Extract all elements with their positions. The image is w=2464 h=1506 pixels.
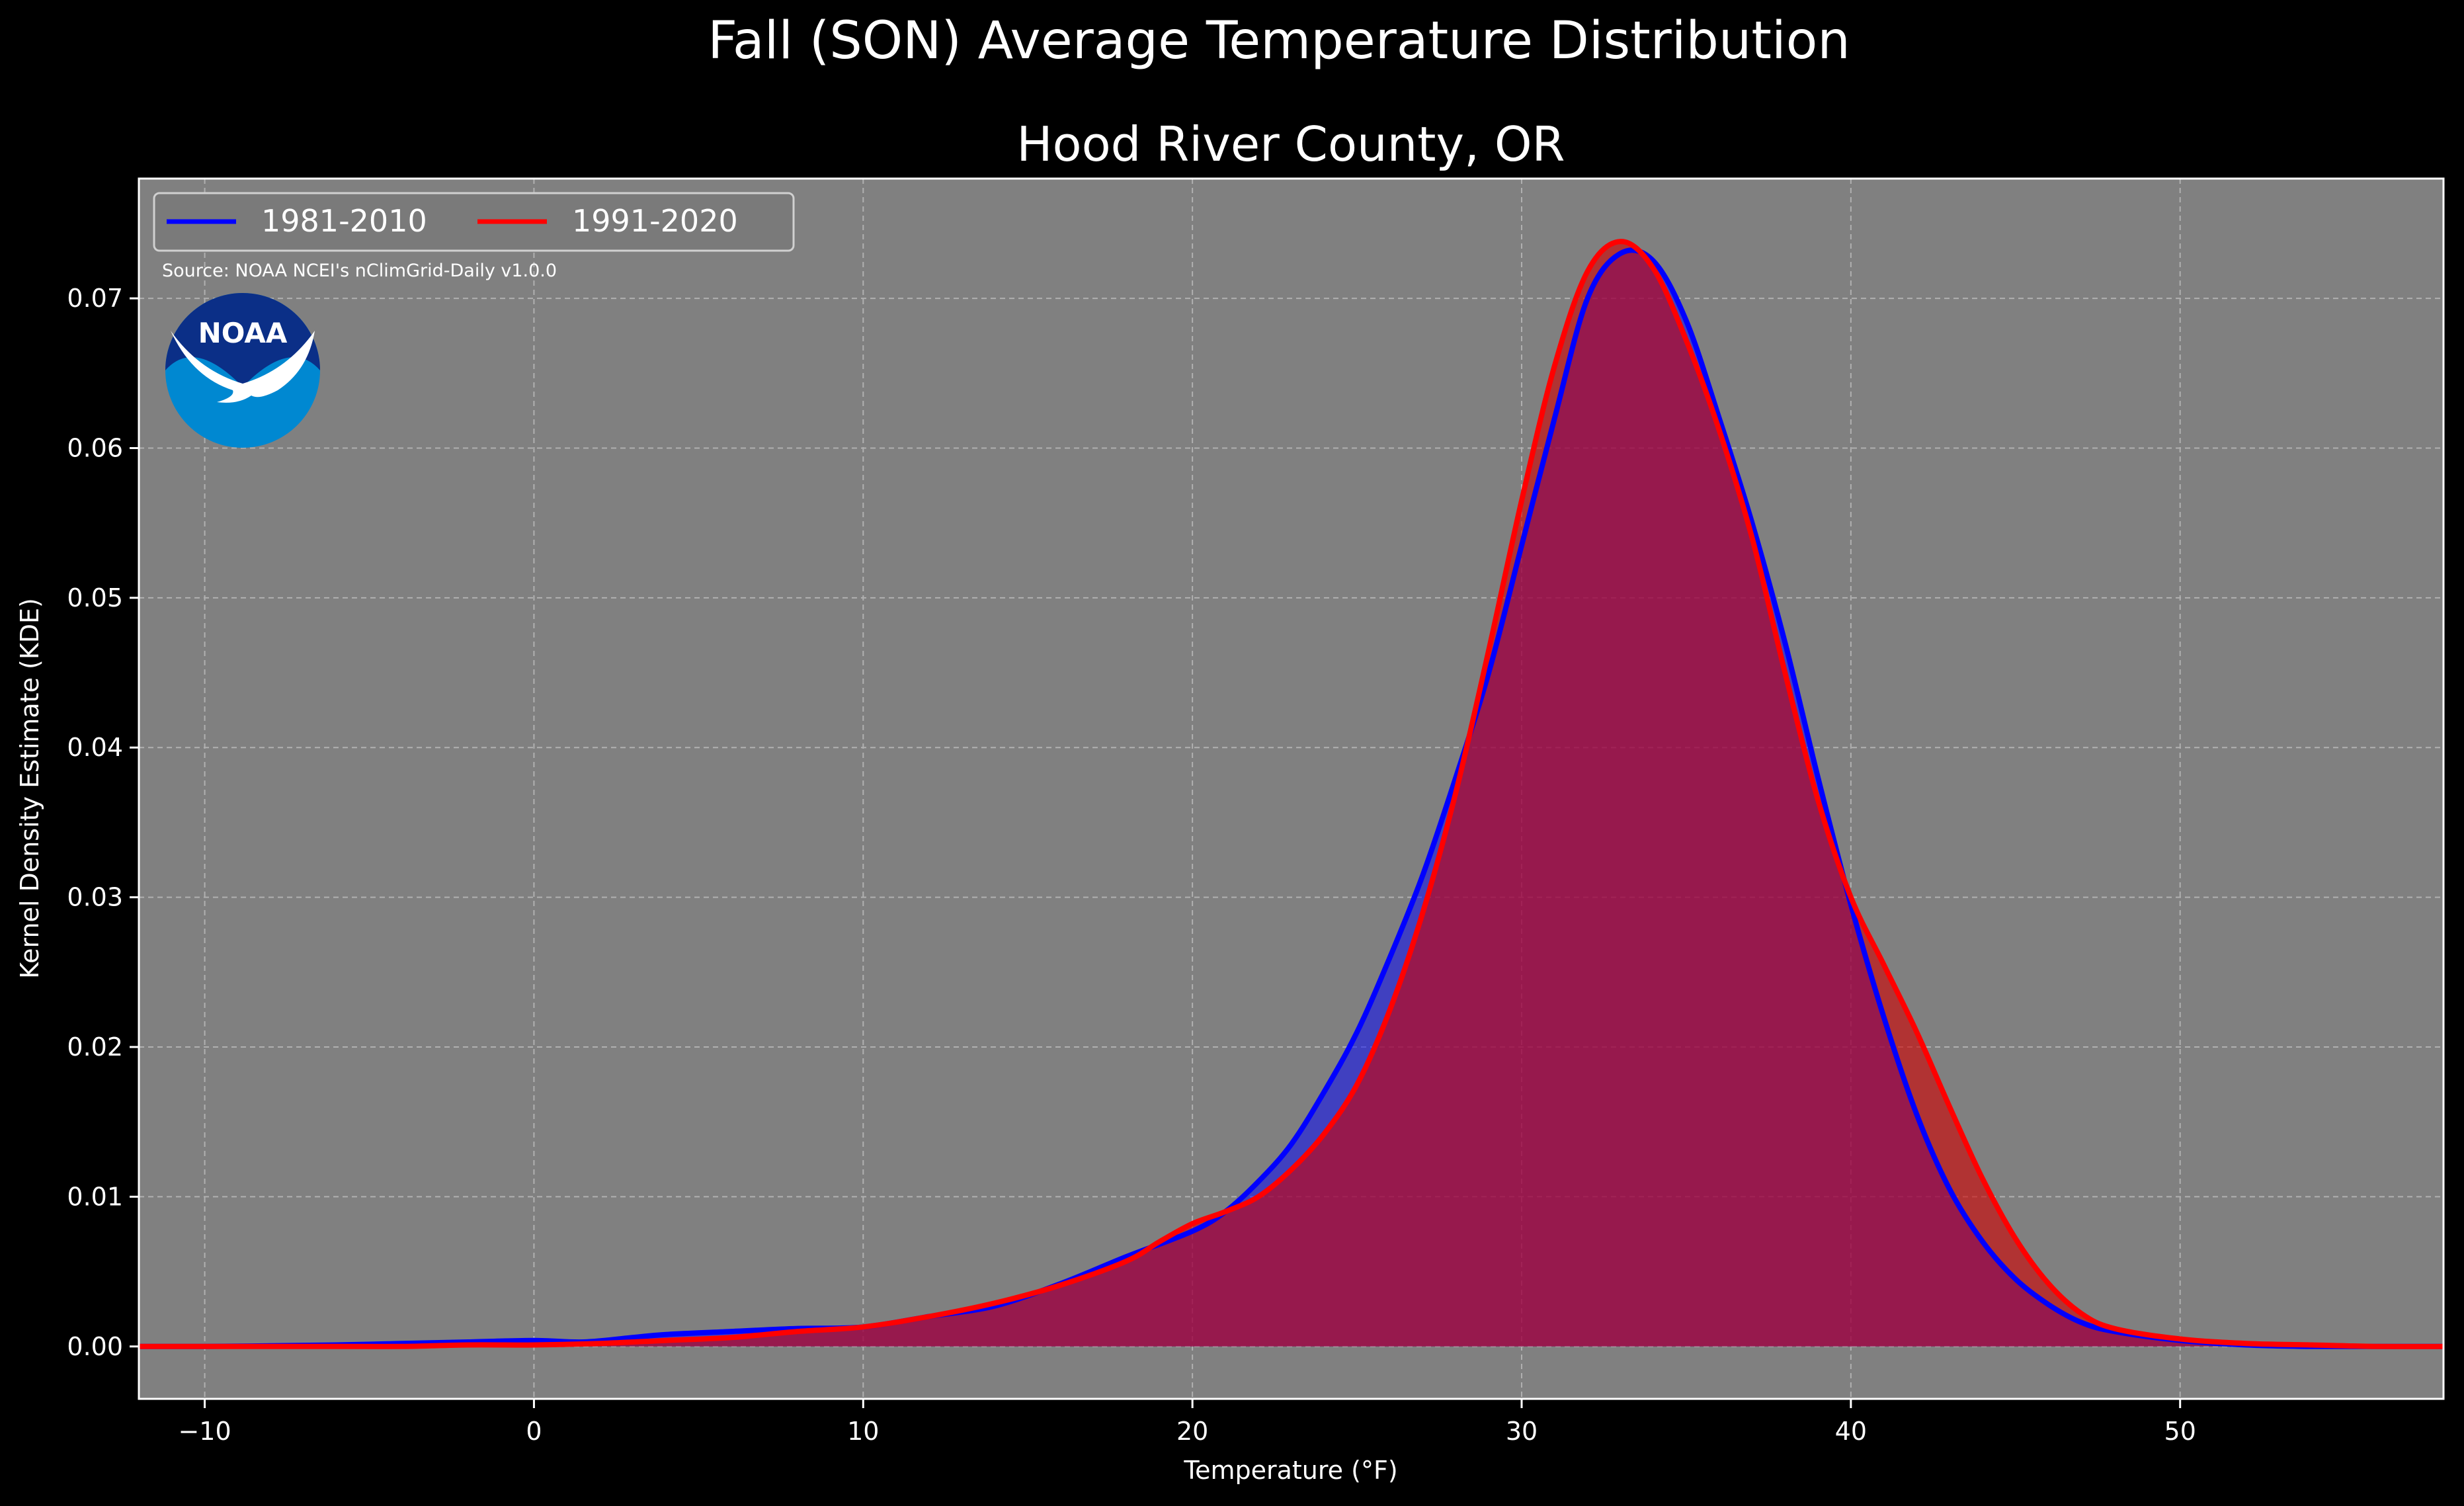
x-tick-label: 10	[847, 1417, 879, 1446]
x-axis-label: Temperature (°F)	[1183, 1456, 1397, 1485]
noaa-logo-text: NOAA	[198, 317, 288, 349]
y-tick-label: 0.01	[67, 1182, 123, 1211]
x-tick-label: 40	[1835, 1417, 1867, 1446]
y-tick-label: 0.05	[67, 583, 123, 612]
area-1991-2020	[139, 241, 2443, 1347]
legend: 1981-2010 1991-2020	[153, 192, 795, 252]
noaa-logo-bird-icon	[171, 331, 315, 403]
series-layer	[138, 239, 2444, 1349]
y-tick-label: 0.04	[67, 733, 123, 762]
source-annotation: Source: NOAA NCEI's nClimGrid-Daily v1.0…	[162, 261, 557, 281]
y-tick-label: 0.00	[67, 1332, 123, 1361]
y-tick-label: 0.06	[67, 433, 123, 462]
noaa-logo-upper	[165, 293, 320, 387]
x-tick-label: 50	[2164, 1417, 2196, 1446]
legend-label-1991-2020: 1991-2020	[572, 203, 738, 239]
x-tick-label: −10	[178, 1417, 231, 1446]
legend-box	[153, 192, 795, 252]
chart-title: Fall (SON) Average Temperature Distribut…	[708, 11, 1850, 71]
y-tick-label: 0.07	[67, 284, 123, 313]
plot-frame	[138, 177, 2445, 1400]
grid-lines	[139, 179, 2443, 1399]
chart-subtitle: Hood River County, OR	[1016, 116, 1565, 172]
x-tick-label: 30	[1506, 1417, 1538, 1446]
x-tick-label: 0	[526, 1417, 542, 1446]
line-1991-2020	[139, 239, 2444, 1349]
y-tick-label: 0.02	[67, 1032, 123, 1062]
noaa-logo: NOAA	[165, 293, 320, 448]
line-1981-2010	[138, 247, 2443, 1349]
y-axis-label: Kernel Density Estimate (KDE)	[15, 598, 44, 979]
axis-ticks: −10 0 10 20 30 40 50 0.00 0.01 0.02 0.03 0.04 0.05 0.…	[67, 284, 2196, 1446]
x-tick-label: 20	[1176, 1417, 1208, 1446]
y-tick-label: 0.03	[67, 883, 123, 912]
legend-label-1981-2010: 1981-2010	[261, 203, 427, 239]
